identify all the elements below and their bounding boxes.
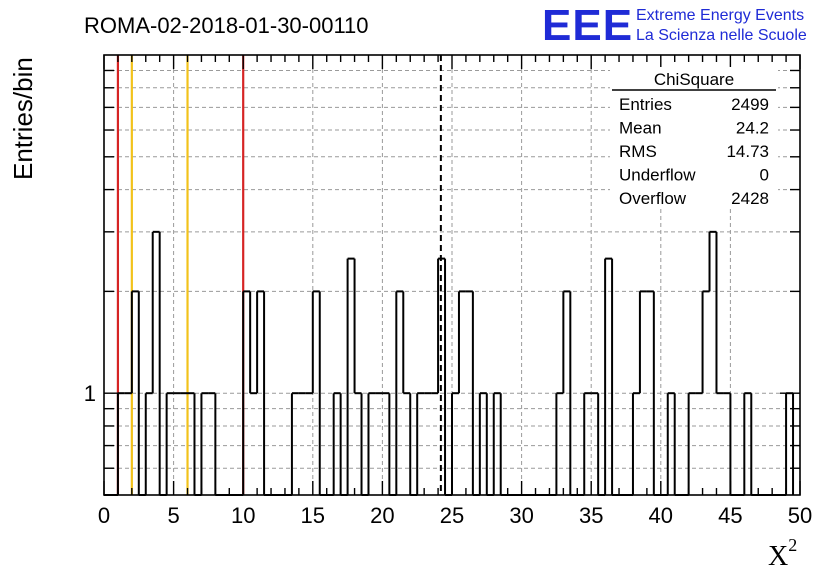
chart-title: ROMA-02-2018-01-30-00110 — [84, 13, 369, 38]
x-tick-label: 5 — [167, 503, 179, 528]
plot-frame — [103, 54, 801, 496]
y-axis-label: Entries/bin — [8, 57, 38, 180]
stats-label: RMS — [619, 142, 657, 161]
x-tick-label: 45 — [718, 503, 742, 528]
x-tick-label: 50 — [788, 503, 812, 528]
stats-title: ChiSquare — [654, 70, 734, 89]
y-tick-label: 1 — [84, 381, 96, 406]
stats-value: 0 — [760, 166, 769, 185]
stats-rows: Entries 2499 Mean 24.2 RMS 14.73 Underflow 0 Ove… — [619, 95, 769, 208]
stats-value: 2428 — [731, 189, 769, 208]
tick-labels: 0 5 10 15 20 25 30 35 40 45 50 1 — [84, 381, 812, 528]
stats-label: Mean — [619, 119, 662, 138]
stats-value: 24.2 — [736, 119, 769, 138]
eee-logo-mark: EEE — [542, 1, 633, 50]
x-axis-label: X2 — [768, 535, 797, 572]
x-tick-label: 10 — [231, 503, 255, 528]
stats-label: Overflow — [619, 189, 687, 208]
stats-box: ChiSquare Entries 2499 Mean 24.2 RMS 14.73 Und… — [610, 67, 778, 209]
grid — [104, 55, 800, 495]
stats-label: Underflow — [619, 166, 696, 185]
x-tick-label: 20 — [370, 503, 394, 528]
eee-logo-line1: Extreme Energy Events — [636, 7, 804, 24]
eee-logo-line2: La Scienza nelle Scuole — [636, 27, 807, 44]
x-axis-label-sup: 2 — [788, 535, 797, 555]
x-tick-label: 25 — [440, 503, 464, 528]
x-axis-label-main: X — [768, 541, 788, 572]
histogram — [104, 230, 795, 496]
x-tick-label: 0 — [98, 503, 110, 528]
eee-logo: EEE Extreme Energy Events La Scienza nel… — [542, 1, 807, 50]
x-tick-label: 35 — [579, 503, 603, 528]
stats-label: Entries — [619, 95, 672, 114]
marker-lines — [116, 55, 442, 495]
x-tick-label: 40 — [649, 503, 673, 528]
stats-value: 2499 — [731, 95, 769, 114]
stats-value: 14.73 — [726, 142, 769, 161]
x-tick-label: 30 — [509, 503, 533, 528]
x-tick-label: 15 — [301, 503, 325, 528]
